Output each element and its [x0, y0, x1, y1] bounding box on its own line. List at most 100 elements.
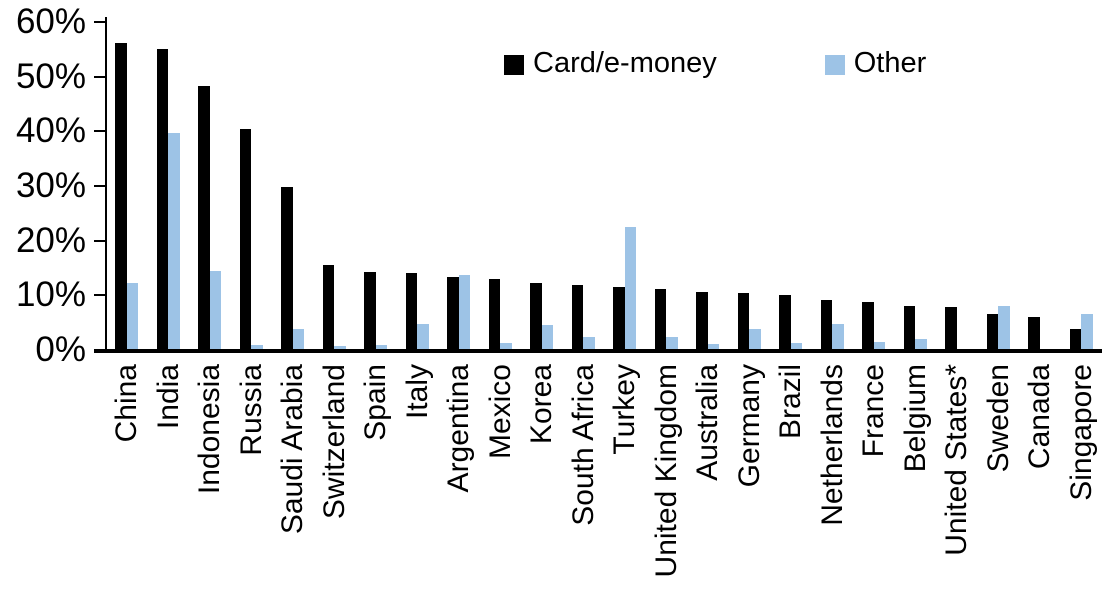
y-tick: [94, 21, 106, 23]
bar-other: [832, 324, 844, 350]
y-tick: [94, 75, 106, 78]
bar-other: [749, 329, 761, 350]
x-tick-label-text: Mexico: [483, 364, 517, 460]
x-tick-label: Switzerland: [314, 364, 356, 592]
bar-card-e-money: [986, 314, 999, 350]
bar-card-e-money: [903, 306, 916, 350]
x-tick-label-text: Sweden: [981, 364, 1015, 473]
bar-other: [915, 339, 927, 350]
x-tick-label: South Africa: [563, 364, 605, 592]
bar-card-e-money: [737, 293, 750, 350]
x-tick-label: China: [106, 364, 148, 592]
x-tick-label-text: Indonesia: [193, 364, 227, 495]
legend-swatch-card-e-money: [504, 54, 524, 75]
x-tick-label-text: Korea: [525, 364, 559, 445]
y-tick: [94, 130, 106, 133]
x-tick-label: Korea: [521, 364, 563, 592]
bar-card-e-money: [115, 43, 127, 350]
y-tick-label: 40%: [15, 111, 86, 151]
bar-other: [417, 324, 429, 350]
legend-label-card-e-money: Card/e-money: [533, 47, 717, 79]
x-tick-label-text: Russia: [234, 364, 268, 456]
bar-card-e-money: [156, 49, 169, 350]
x-tick-label-text: China: [110, 364, 144, 443]
bar-card-e-money: [364, 272, 376, 350]
x-tick-label: Brazil: [770, 364, 812, 592]
bar-card-e-money: [322, 265, 335, 350]
legend: Card/e-money Other: [504, 47, 926, 80]
x-tick-label: Argentina: [438, 364, 480, 592]
x-tick-label: Netherlands: [812, 364, 854, 592]
x-tick-label: United States*: [936, 364, 978, 592]
x-tick-label: Singapore: [1061, 364, 1103, 592]
bar-other: [168, 133, 180, 350]
bar-card-e-money: [198, 86, 210, 350]
bar-card-e-money: [1028, 317, 1040, 350]
bar-card-e-money: [530, 283, 542, 350]
x-tick-label-text: Switzerland: [317, 364, 351, 520]
x-tick-label-text: United States*: [940, 364, 974, 556]
bar-card-e-money: [447, 277, 459, 350]
bar-card-e-money: [862, 302, 874, 350]
bar-card-e-money: [405, 273, 418, 350]
x-tick-label-text: Italy: [400, 364, 434, 420]
plot-area: [106, 0, 1102, 350]
bar-card-e-money: [779, 295, 791, 350]
bar-other: [707, 344, 720, 350]
x-tick-label-text: France: [857, 364, 891, 458]
x-tick-label-text: Argentina: [442, 364, 476, 493]
x-tick-label: Germany: [729, 364, 771, 592]
bar-card-e-money: [239, 129, 252, 350]
bar-other: [209, 271, 222, 350]
x-tick-label-text: Australia: [691, 364, 725, 481]
x-tick-label: Indonesia: [189, 364, 231, 592]
bar-other: [126, 283, 139, 350]
x-tick-label: Saudi Arabia: [272, 364, 314, 592]
x-tick-label: Sweden: [978, 364, 1020, 592]
x-tick-label: Spain: [355, 364, 397, 592]
bar-other: [1081, 314, 1093, 350]
y-tick-label: 50%: [15, 56, 86, 96]
x-tick-label: France: [853, 364, 895, 592]
x-tick-label: Russia: [231, 364, 273, 592]
x-tick-label: Canada: [1019, 364, 1061, 592]
x-tick-label-text: Netherlands: [815, 364, 849, 526]
x-tick-label-text: Saudi Arabia: [276, 364, 310, 535]
x-tick-label-text: United Kingdom: [649, 364, 683, 578]
bar-card-e-money: [571, 285, 584, 350]
bar-card-e-money: [613, 287, 625, 350]
bar-other: [334, 346, 346, 350]
x-tick-label: Australia: [687, 364, 729, 592]
x-tick-label-text: India: [151, 364, 185, 430]
bar-card-e-money: [696, 292, 708, 350]
bar-other: [873, 342, 886, 350]
y-tick-label: 0%: [35, 330, 86, 369]
x-tick-label: United Kingdom: [646, 364, 688, 592]
legend-label-other: Other: [853, 47, 927, 79]
x-tick-label-text: Germany: [732, 364, 766, 488]
bar-card-e-money: [945, 307, 957, 350]
bar-card-e-money: [654, 289, 667, 350]
x-tick-label-text: Spain: [359, 364, 393, 441]
x-tick-label-text: Belgium: [898, 364, 932, 473]
bar-other: [251, 345, 263, 350]
bar-card-e-money: [1069, 329, 1082, 350]
x-tick-label-text: Canada: [1023, 364, 1057, 470]
bar-other: [666, 337, 678, 350]
x-tick-label: Italy: [397, 364, 439, 592]
legend-swatch-other: [824, 54, 845, 75]
x-axis-line: [94, 349, 1102, 353]
y-tick-label: 30%: [15, 166, 86, 205]
x-tick-label: Turkey: [604, 364, 646, 592]
y-tick: [94, 239, 106, 242]
x-tick-label-text: Turkey: [608, 364, 642, 455]
y-axis-line: [105, 17, 107, 352]
bar-card-e-money: [488, 279, 501, 350]
x-tick-label-text: Singapore: [1064, 364, 1098, 501]
bar-other: [624, 227, 637, 350]
bar-other: [458, 275, 471, 350]
bar-other: [375, 345, 388, 350]
y-tick: [94, 294, 106, 297]
y-tick-label: 10%: [15, 275, 86, 315]
